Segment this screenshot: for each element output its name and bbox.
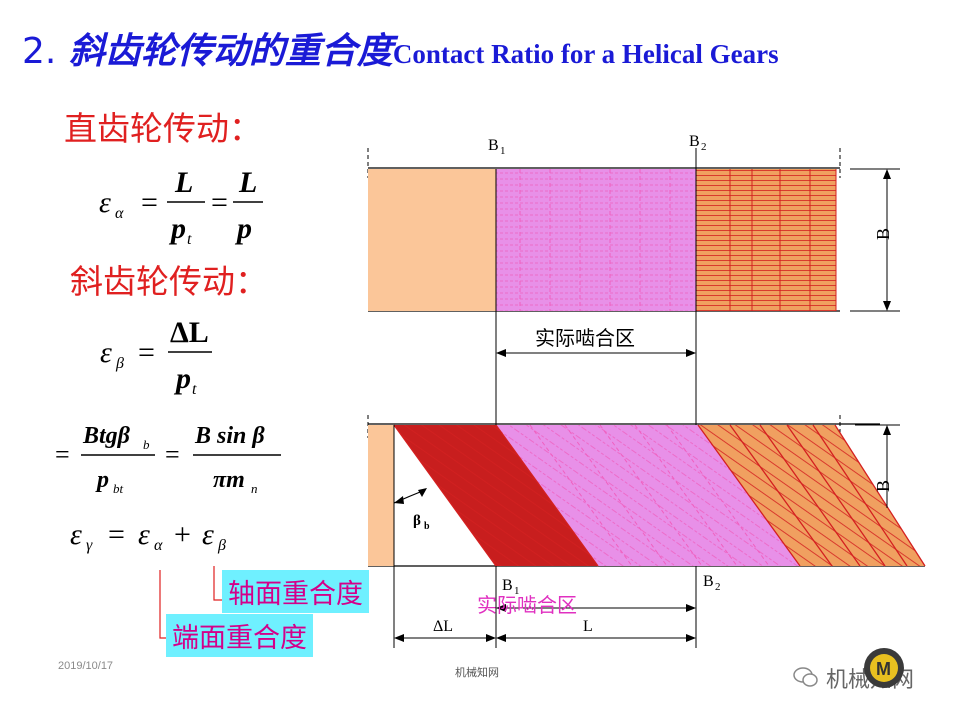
eq3-den1-sub: bt	[113, 481, 124, 496]
top-width-label: B	[873, 228, 893, 240]
eq3-den2-sub: n	[251, 481, 258, 496]
svg-text:=: =	[55, 440, 70, 469]
eq3-den2: πm	[213, 467, 245, 493]
center-footer: 机械知网	[455, 667, 499, 679]
svg-text:=: =	[108, 518, 125, 551]
eq3-num1-sub: b	[143, 437, 150, 452]
bottom-b1-label: B	[502, 577, 513, 594]
svg-text:M: M	[876, 659, 891, 679]
transverse-contact-ratio-tag: 端面重合度	[166, 614, 313, 657]
title-english: Contact Ratio for a Helical Gears	[392, 39, 779, 69]
eq2-den: p	[173, 362, 191, 395]
eq4-b-sub: α	[154, 537, 163, 554]
top-b2-label: B	[689, 133, 700, 150]
svg-text:b: b	[424, 521, 430, 532]
eq1-lhs: ε	[99, 186, 111, 219]
axial-ratio-expansion: = Btgβ b p bt = B sin β πm n	[55, 423, 281, 496]
title-chinese: 斜齿轮传动的重合度	[68, 31, 393, 72]
axial-contact-ratio-tag: 轴面重合度	[222, 570, 369, 613]
bottom-b2-label: B	[703, 573, 714, 590]
slide-title: 2. 斜齿轮传动的重合度Contact Ratio for a Helical …	[22, 22, 779, 74]
beta-b-label: β	[413, 513, 421, 529]
gear-contact-diagram: B B 1 B 2 实际啮合区	[367, 133, 926, 648]
top-engagement-zone-label: 实际啮合区	[535, 326, 635, 350]
total-ratio-formula: ε γ = ε α + ε β	[70, 518, 226, 554]
helical-gear-heading: 斜齿轮传动：	[70, 262, 268, 301]
top-b1-label: B	[488, 137, 499, 154]
wechat-icon	[793, 664, 819, 690]
slide-date: 2019/10/17	[58, 660, 114, 672]
title-number: 2.	[22, 31, 57, 72]
svg-text:=: =	[138, 336, 155, 369]
brand-logo-icon: M	[862, 646, 906, 690]
eq4-a: ε	[70, 518, 82, 551]
eq1-den1: p	[168, 212, 186, 245]
svg-text:2: 2	[701, 141, 707, 153]
eq3-num2: B sin β	[194, 423, 265, 449]
eq4-c: ε	[202, 518, 214, 551]
eq4-c-sub: β	[217, 537, 226, 554]
delta-l-label: ΔL	[433, 618, 453, 635]
eq1-den2: p	[234, 212, 252, 245]
eq3-num1: Btgβ	[82, 423, 131, 449]
helical-gear-strip: β b B B 1 B 2 实际啮合区 ΔL L	[367, 415, 926, 648]
bottom-engagement-zone-label: 实际啮合区	[477, 593, 577, 617]
l-label: L	[583, 618, 593, 635]
svg-text:1: 1	[514, 585, 520, 597]
spur-gear-heading: 直齿轮传动：	[64, 109, 262, 148]
eq2-den-sub: t	[192, 381, 197, 398]
eq2-lhs-sub: β	[115, 355, 124, 372]
svg-text:1: 1	[500, 145, 506, 157]
eq2-lhs: ε	[100, 336, 112, 369]
eq3-den1: p	[95, 467, 109, 493]
spur-contact-ratio-formula: ε α = L p t = L p	[99, 166, 263, 248]
eq4-a-sub: γ	[86, 537, 93, 554]
eq1-num2: L	[238, 166, 257, 199]
svg-text:2: 2	[715, 581, 721, 593]
eq1-den1-sub: t	[187, 231, 192, 248]
svg-text:=: =	[165, 440, 180, 469]
spur-gear-strip: B B 1 B 2 实际啮合区	[367, 133, 900, 543]
svg-text:=: =	[211, 186, 228, 219]
svg-text:=: =	[141, 186, 158, 219]
eq4-b: ε	[138, 518, 150, 551]
svg-text:+: +	[174, 518, 191, 551]
bottom-width-label: B	[873, 480, 893, 492]
eq2-num: ΔL	[170, 316, 209, 349]
eq1-num1: L	[174, 166, 193, 199]
axial-ratio-formula: ε β = ΔL p t	[100, 316, 212, 398]
eq1-lhs-sub: α	[115, 205, 124, 222]
